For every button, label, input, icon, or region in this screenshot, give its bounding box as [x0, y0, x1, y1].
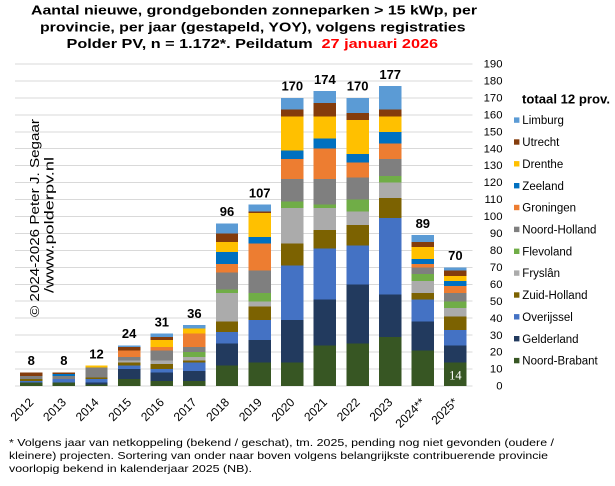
svg-text:Noord-Holland: Noord-Holland	[522, 225, 596, 237]
svg-text:Flevoland: Flevoland	[522, 246, 572, 258]
svg-text:130: 130	[484, 160, 503, 172]
svg-text:Zuid-Holland: Zuid-Holland	[522, 290, 587, 302]
svg-text:Polder PV, n = 1.172*. Peildat: Polder PV, n = 1.172*. Peildatum 27 janua…	[67, 36, 439, 51]
svg-text:70: 70	[490, 262, 503, 274]
svg-text:totaal 12 prov.: totaal 12 prov.	[522, 92, 610, 107]
svg-text:Utrecht: Utrecht	[522, 137, 560, 149]
svg-text:40: 40	[490, 313, 503, 325]
svg-text:140: 140	[484, 143, 503, 155]
svg-text:14: 14	[449, 369, 462, 383]
svg-text:150: 150	[484, 126, 503, 138]
svg-text:96: 96	[220, 204, 234, 219]
svg-text:Zeeland: Zeeland	[522, 181, 564, 193]
svg-text:* Volgens jaar van netkoppelin: * Volgens jaar van netkoppeling (bekend …	[9, 437, 554, 449]
svg-text:0: 0	[496, 381, 502, 393]
svg-text:Drenthe: Drenthe	[522, 159, 563, 171]
svg-text:12: 12	[89, 347, 103, 362]
svg-text:provincie, per jaar (gestapeld: provincie, per jaar (gestapeld, YOY), vo…	[40, 20, 466, 35]
svg-text:110: 110	[484, 194, 502, 206]
svg-text:174: 174	[314, 72, 336, 87]
svg-text:voorlopig bekend in kalenderja: voorlopig bekend in kalenderjaar 2025 (N…	[9, 463, 252, 475]
svg-text:Groningen: Groningen	[522, 203, 576, 215]
svg-text:Limburg: Limburg	[522, 115, 564, 127]
svg-text:50: 50	[490, 296, 503, 308]
svg-text:8: 8	[60, 353, 67, 368]
svg-text:89: 89	[416, 216, 430, 231]
svg-text:/www.polderpv.nl: /www.polderpv.nl	[42, 157, 57, 293]
svg-text:120: 120	[484, 177, 503, 189]
svg-text:70: 70	[448, 248, 462, 263]
svg-text:80: 80	[490, 245, 503, 257]
svg-text:24: 24	[122, 326, 137, 341]
svg-text:© 2024-2026 Peter J. Segaar: © 2024-2026 Peter J. Segaar	[27, 118, 42, 317]
svg-text:30: 30	[490, 330, 503, 342]
svg-text:107: 107	[249, 185, 271, 200]
svg-text:kleinere) projecten. Sortering: kleinere) projecten. Sortering van onder…	[9, 450, 548, 462]
svg-text:170: 170	[281, 79, 303, 94]
svg-text:177: 177	[379, 67, 401, 82]
svg-text:10: 10	[490, 364, 503, 376]
svg-text:100: 100	[484, 211, 503, 223]
svg-text:31: 31	[155, 314, 169, 329]
svg-text:36: 36	[187, 306, 201, 321]
svg-text:Gelderland: Gelderland	[522, 334, 578, 346]
svg-text:60: 60	[490, 279, 503, 291]
svg-text:Aantal nieuwe, grondgebonden z: Aantal nieuwe, grondgebonden zonneparken…	[31, 3, 477, 18]
svg-text:180: 180	[484, 76, 503, 88]
svg-text:8: 8	[28, 353, 35, 368]
svg-text:160: 160	[484, 109, 503, 121]
svg-text:Noord-Brabant: Noord-Brabant	[522, 356, 598, 368]
svg-text:170: 170	[484, 92, 503, 104]
svg-text:Overijssel: Overijssel	[522, 312, 572, 324]
svg-text:90: 90	[490, 228, 503, 240]
svg-text:170: 170	[347, 79, 369, 94]
svg-text:20: 20	[490, 347, 503, 359]
svg-text:190: 190	[484, 59, 503, 71]
svg-text:Fryslân: Fryslân	[522, 268, 560, 280]
